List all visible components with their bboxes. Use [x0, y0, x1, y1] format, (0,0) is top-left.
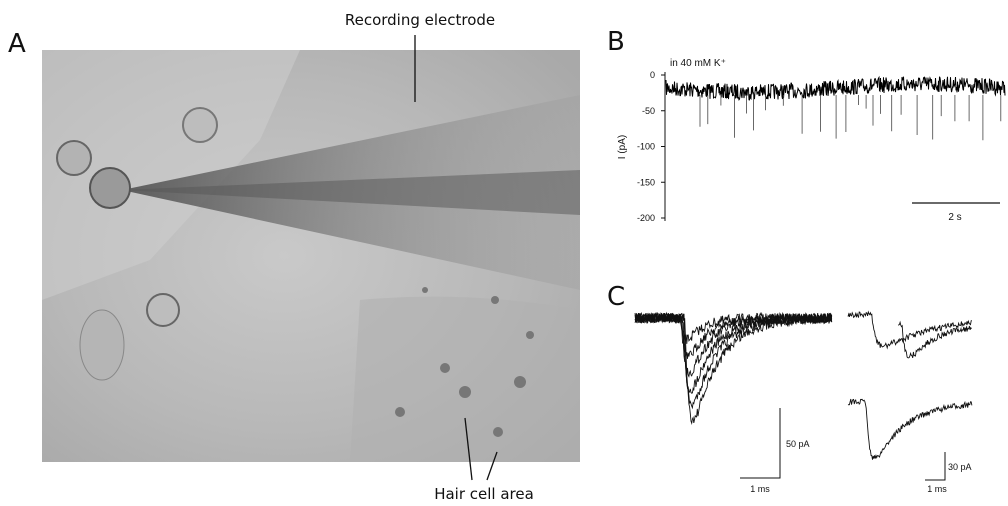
current-trace [665, 75, 1006, 141]
y-axis-label: I (pA) [617, 135, 628, 159]
event-traces [634, 310, 973, 460]
event-trace [634, 311, 833, 410]
y-tick-label: -100 [637, 142, 655, 152]
event-trace [634, 313, 833, 394]
condition-label: in 40 mM K⁺ [670, 58, 726, 69]
cell [146, 293, 180, 327]
micrograph [42, 50, 580, 462]
electrode-core [122, 170, 580, 215]
pointer-line [464, 417, 473, 481]
y-tick-label: 0 [650, 70, 655, 80]
scale-bar [925, 452, 946, 481]
hair-cells [395, 287, 534, 437]
annotation: Recording electrode [345, 11, 495, 29]
spikes [699, 95, 1002, 141]
noise-band [665, 75, 1006, 101]
panel-label: A [8, 29, 26, 59]
event-trace [634, 311, 833, 425]
cell [182, 107, 218, 143]
cell [89, 167, 131, 209]
scale-bar-label: 1 ms [927, 484, 947, 494]
y-tick-label: -200 [637, 213, 655, 223]
y-tick-label: -150 [637, 177, 655, 187]
tissue-region [42, 50, 300, 300]
cell [56, 140, 92, 176]
event-trace [897, 320, 972, 359]
annotation: Hair cell area [434, 485, 534, 503]
event-trace [847, 398, 973, 460]
scale-bar-label: 50 pA [786, 439, 810, 449]
scale-bar-label: 2 s [948, 212, 961, 223]
panel-label: B [607, 27, 625, 57]
hair-cell-region [350, 296, 580, 462]
y-tick-label: -50 [642, 106, 655, 116]
scale-bar [740, 408, 781, 479]
scale-bar-label: 1 ms [750, 484, 770, 494]
panel-label: C [607, 282, 625, 312]
pointer-line [486, 451, 498, 481]
event-trace [847, 310, 972, 350]
cell [79, 309, 125, 381]
scale-bar-label: 30 pA [948, 462, 972, 472]
